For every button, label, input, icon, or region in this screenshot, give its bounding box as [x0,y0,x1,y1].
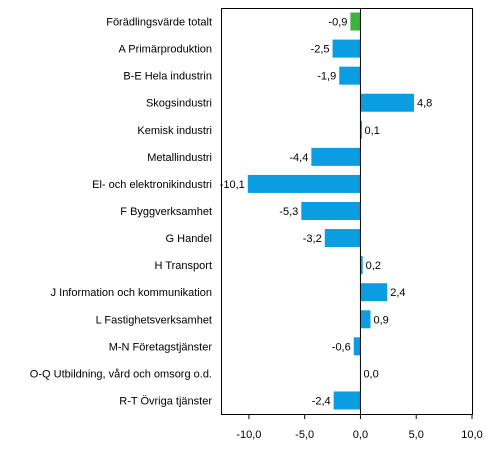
bar [301,202,361,220]
value-label: -5,3 [279,206,298,218]
category-label: F Byggverksamhet [120,206,212,218]
value-label: -1,9 [317,71,336,83]
value-label: 0,1 [365,125,380,137]
value-labels: -0,9 -2,5 -1,9 4,8 0,1 -4,4 -10,1 -5,3 -3,2 0,2 2,… [220,17,433,408]
value-label: -10,1 [220,179,245,191]
category-label: J Information och kommunikation [51,287,212,299]
category-label: Skogsindustri [146,98,212,110]
value-label: -0,9 [328,17,347,29]
bar [339,66,361,85]
category-label: B-E Hela industrin [123,71,212,83]
value-label: -3,2 [303,233,322,245]
category-label: Metallindustri [147,152,212,164]
category-label: M-N Företagstjänster [109,341,213,353]
x-tick-label: 10,0 [461,429,482,441]
value-label: -0,6 [332,341,351,353]
bar [360,310,371,329]
value-label: 0,2 [366,260,381,272]
bar [247,174,361,193]
value-label: -2,5 [311,44,330,56]
category-label: Kemisk industri [137,125,212,137]
bar [333,391,361,410]
category-label: El- och elektronikindustri [92,179,212,191]
category-label: Förädlingsvärde totalt [106,17,212,29]
bar [324,229,361,248]
category-label: L Fastighetsverksamhet [96,314,212,326]
x-axis-ticks: -10,0 -5,0 0,0 5,0 10,0 [236,414,483,441]
bar [332,39,361,58]
x-tick-label: -10,0 [236,429,261,441]
x-tick-label: -5,0 [295,429,314,441]
bar [360,120,362,139]
value-label: -4,4 [289,152,308,164]
x-tick-label: 0,0 [353,429,368,441]
value-label: 4,8 [417,98,432,110]
plot-frame [221,8,473,415]
category-label: A Primärproduktion [118,44,212,56]
category-label: O-Q Utbildning, vård och omsorg o.d. [30,368,212,380]
bars [247,12,414,410]
bar [350,12,361,31]
bar [360,283,388,302]
category-label: H Transport [155,260,212,272]
category-labels: Förädlingsvärde totalt A Primärproduktion… [30,17,213,408]
value-label: 2,4 [390,287,405,299]
bar [353,337,361,356]
value-label: 0,9 [373,314,388,326]
bar [360,93,414,112]
bar [311,147,361,166]
category-label: R-T Övriga tjänster [119,395,212,407]
x-tick-label: 5,0 [409,429,424,441]
value-label: 0,0 [363,368,378,380]
bar [360,256,363,275]
category-label: G Handel [166,233,212,245]
value-label: -2,4 [312,395,331,407]
